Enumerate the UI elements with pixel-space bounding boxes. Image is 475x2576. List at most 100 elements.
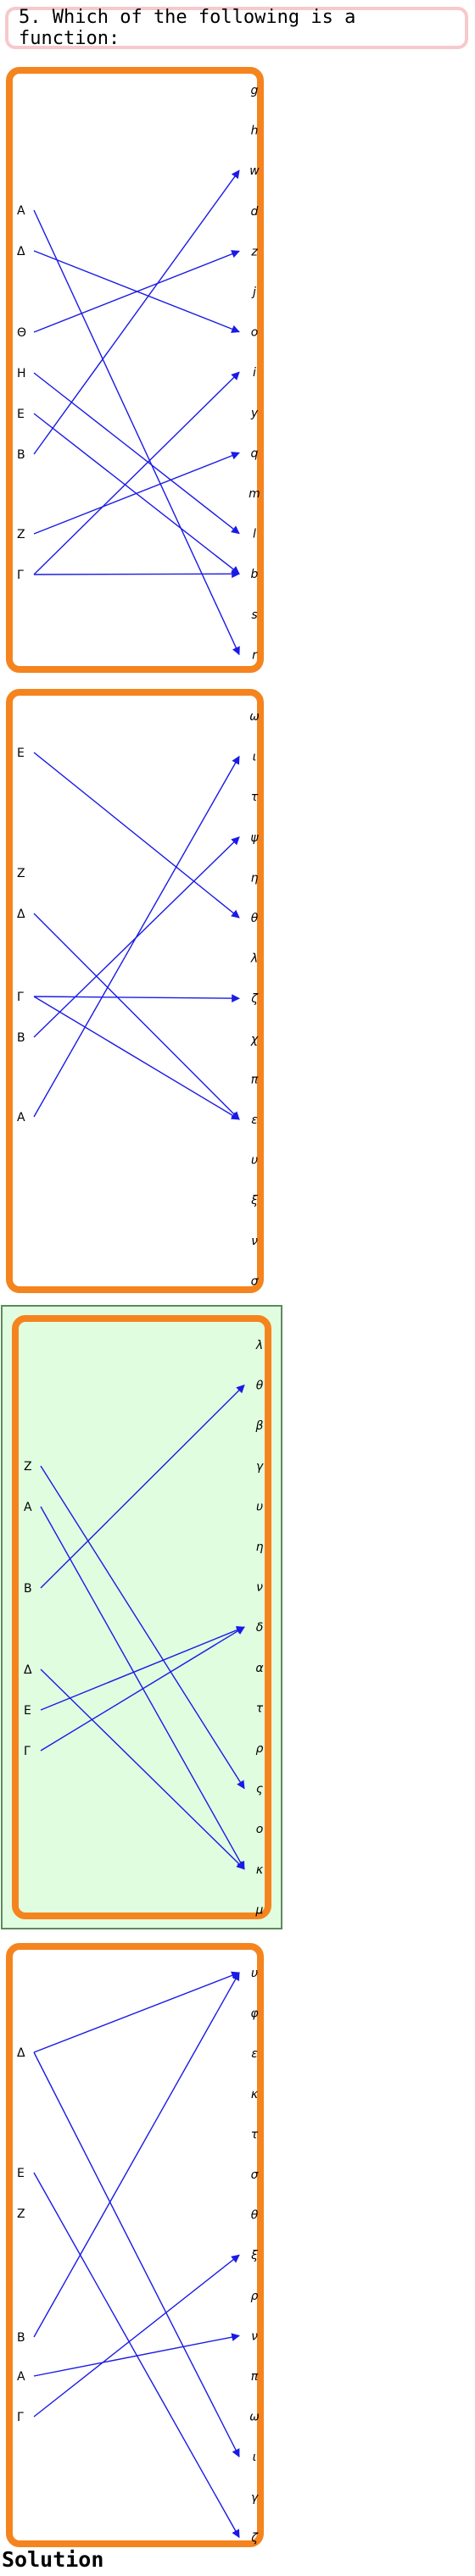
codomain-label: τ	[251, 791, 259, 804]
codomain-label: κ	[251, 2088, 259, 2101]
option-panel-4[interactable]	[6, 1943, 264, 2547]
codomain-label: λ	[250, 952, 258, 966]
codomain-label: α	[255, 1662, 264, 1675]
domain-label: Δ	[24, 1663, 32, 1677]
mapping-arrow	[40, 1465, 245, 1790]
domain-label: Α	[17, 204, 25, 218]
codomain-label: ι	[253, 2451, 257, 2464]
codomain-label: ξ	[250, 1194, 258, 1208]
codomain-label: b	[251, 568, 259, 581]
mapping-arrow	[33, 996, 240, 1120]
mapping-option-4: Δ Ε Ζ Β Α Γυ φ ε κ τ σ θ ξ ρ ν π ω ι γ ζ	[17, 1967, 260, 2545]
codomain-label: ς	[256, 1783, 263, 1796]
codomain-label: s	[251, 608, 257, 622]
mapping-arrow	[40, 1384, 245, 1589]
domain-label: Ζ	[24, 1460, 32, 1474]
domain-label: Γ	[17, 991, 24, 1004]
mapping-arrow	[40, 1626, 245, 1752]
option-panel-3[interactable]	[12, 1315, 271, 1919]
codomain-label: q	[251, 447, 259, 460]
correct-answer-highlight	[1, 1305, 282, 1929]
option-panel-2[interactable]	[6, 689, 264, 1293]
codomain-label: γ	[251, 2491, 259, 2505]
domain-label: Ζ	[17, 528, 25, 541]
codomain-label: τ	[251, 2128, 259, 2141]
codomain-label: o	[251, 326, 259, 340]
domain-label: Α	[17, 2370, 25, 2384]
domain-label: Ζ	[17, 2207, 25, 2221]
codomain-label: θ	[251, 912, 259, 925]
codomain-label: η	[251, 871, 259, 885]
codomain-label: ν	[251, 1235, 258, 1248]
codomain-label: θ	[251, 2209, 259, 2223]
codomain-label: υ	[251, 1154, 258, 1168]
codomain-label: w	[249, 164, 260, 178]
codomain-label: θ	[256, 1380, 264, 1393]
domain-label: Β	[17, 448, 25, 462]
mapping-arrow	[33, 755, 240, 1118]
codomain-label: g	[251, 84, 259, 97]
codomain-label: γ	[256, 1460, 264, 1474]
codomain-label: λ	[255, 1339, 263, 1352]
codomain-label: ω	[249, 2411, 260, 2424]
mapping-option-2: Ε Ζ Δ Γ Β Αω ι τ ψ η θ λ ζ χ π ε υ ξ ν σ	[17, 710, 260, 1288]
domain-label: Ε	[17, 2167, 25, 2180]
codomain-label: π	[251, 1073, 259, 1086]
codomain-label: m	[249, 487, 260, 501]
domain-label: Β	[24, 1582, 32, 1596]
mapping-arrow	[33, 569, 240, 579]
codomain-label: d	[251, 205, 259, 219]
mapping-arrow	[33, 452, 240, 535]
codomain-label: ν	[256, 1581, 263, 1595]
question-text: 5. Which of the following is a function:	[19, 7, 356, 49]
codomain-label: ε	[251, 2047, 258, 2061]
mapping-arrow	[40, 1668, 245, 1870]
mapping-arrow	[33, 2051, 240, 2458]
mapping-arrow	[33, 169, 240, 455]
domain-label: Δ	[17, 245, 25, 258]
codomain-label: j	[251, 286, 256, 299]
codomain-label: π	[251, 2370, 259, 2384]
codomain-label: z	[250, 245, 258, 258]
domain-label: Γ	[17, 569, 24, 582]
codomain-label: υ	[256, 1500, 263, 1513]
codomain-label: υ	[251, 1967, 258, 1980]
domain-label: Ζ	[17, 867, 25, 880]
mapping-arrow	[33, 1971, 240, 2053]
mapping-arrow	[33, 250, 240, 333]
codomain-label: φ	[250, 2007, 259, 2021]
domain-label: Β	[17, 1031, 25, 1045]
codomain-label: l	[253, 528, 256, 541]
option-panel-1[interactable]	[6, 67, 264, 673]
codomain-label: ζ	[250, 992, 259, 1006]
mapping-arrow	[33, 752, 240, 919]
codomain-label: σ	[251, 2168, 260, 2182]
codomain-label: i	[253, 366, 256, 380]
codomain-label: τ	[256, 1702, 264, 1715]
mapping-arrow	[33, 2172, 240, 2539]
mapping-arrow	[33, 913, 240, 1120]
codomain-label: δ	[256, 1621, 264, 1635]
codomain-label: r	[252, 648, 258, 662]
solution-heading: Solution	[2, 2547, 104, 2572]
domain-label: Γ	[17, 2411, 24, 2424]
domain-label: Α	[17, 1111, 25, 1124]
mapping-option-1: Α Δ Θ Η Ε Β Ζ Γg h w d z j o i y q m l b s r	[17, 84, 260, 662]
codomain-label: β	[255, 1419, 264, 1433]
question-box: 5. Which of the following is a function:	[5, 7, 468, 49]
codomain-label: ρ	[251, 2290, 259, 2303]
codomain-label: ρ	[256, 1742, 264, 1756]
codomain-label: σ	[251, 1274, 260, 1288]
domain-label: Β	[17, 2331, 25, 2345]
codomain-label: ο	[256, 1823, 264, 1836]
domain-label: Ε	[17, 408, 25, 421]
codomain-label: ψ	[250, 831, 259, 845]
codomain-label: κ	[256, 1863, 264, 1877]
mapping-arrow	[33, 209, 240, 656]
mapping-arrow	[33, 2254, 240, 2418]
mapping-arrow	[33, 371, 240, 575]
mapping-arrow	[33, 1972, 240, 2338]
domain-label: Θ	[17, 326, 26, 340]
codomain-label: χ	[250, 1033, 259, 1046]
